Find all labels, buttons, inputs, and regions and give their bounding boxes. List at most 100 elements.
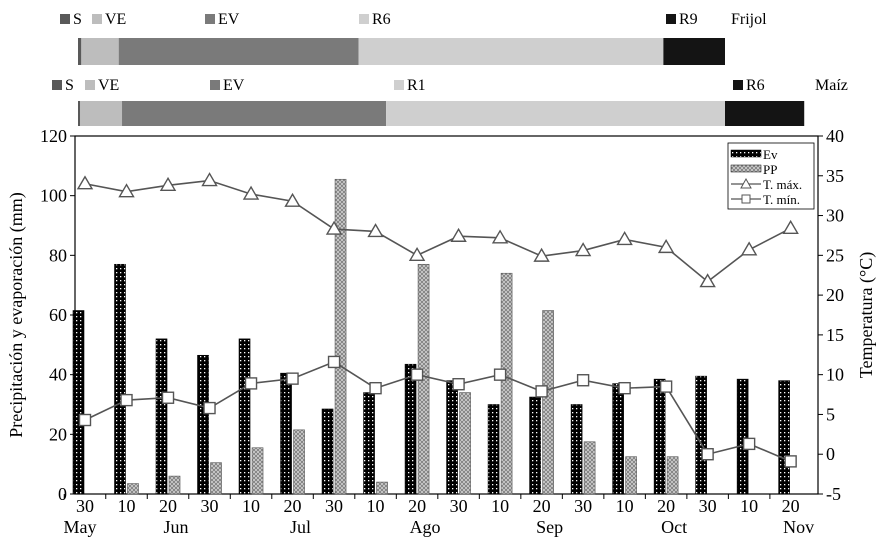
ev-bar (778, 380, 790, 495)
ev-bar (114, 263, 126, 495)
x-tick-label: 30 (450, 496, 468, 516)
tmax-line (84, 179, 792, 283)
bar-series (72, 178, 790, 495)
tmax-marker (76, 175, 94, 190)
ev-bar (321, 408, 334, 495)
tmin-marker (327, 355, 341, 369)
legend-label: T. mín. (763, 192, 800, 207)
tmin-marker (78, 413, 92, 427)
tmax-marker (699, 273, 716, 288)
tmin-marker (203, 401, 216, 415)
legend-marker (740, 177, 752, 189)
ev-bar (570, 404, 583, 495)
y2-tick-label: 20 (826, 285, 844, 305)
pp-bar (459, 392, 471, 495)
tmin-marker (452, 378, 465, 391)
x-tick-label: 10 (491, 496, 509, 516)
x-tick-label: 20 (533, 496, 551, 516)
stage-legend-swatch (394, 80, 404, 90)
x-tick-label: 30 (325, 496, 343, 516)
x-tick-label: 30 (574, 496, 592, 516)
legend-swatch (730, 164, 762, 173)
pp-bar (542, 310, 554, 495)
stage-label: EV (218, 11, 240, 28)
tmax-marker (242, 185, 260, 200)
month-label: Ago (410, 517, 441, 537)
x-tick-label: 30 (201, 496, 219, 516)
stage-segment-ve (80, 101, 123, 126)
legend-label: PP (763, 162, 777, 177)
y2-tick-label: 35 (826, 166, 844, 186)
x-tick-label: 20 (408, 496, 426, 516)
tmax-marker (408, 246, 426, 262)
tmin-marker (410, 368, 424, 381)
tmin-marker (576, 374, 590, 387)
stage-segment-r6 (358, 38, 664, 65)
tmin-line (84, 361, 791, 463)
tmax-marker (201, 172, 218, 187)
tmin-marker (161, 391, 175, 404)
tmax-marker (118, 183, 135, 198)
stage-legend-swatch (92, 14, 102, 24)
y2-tick-label: 40 (826, 126, 844, 146)
tmin-marker (784, 455, 797, 468)
stage-label: VE (98, 77, 119, 94)
legend-marker (741, 194, 751, 204)
pp-bar (210, 462, 222, 495)
month-label: Jul (290, 517, 311, 537)
y-tick-label: 0 (58, 484, 67, 504)
stage-segment-ev (122, 101, 387, 126)
tmin-marker (535, 385, 548, 398)
tmax-marker (616, 231, 633, 246)
x-tick-label: 10 (242, 496, 260, 516)
stage-label: R1 (407, 77, 426, 94)
legend-swatch (730, 149, 762, 158)
stage-legend-swatch (85, 80, 95, 90)
tmin-marker (659, 380, 673, 393)
stage-legend-swatch (666, 14, 676, 24)
y-tick-label: 20 (49, 424, 67, 444)
ev-bar (736, 378, 749, 495)
pp-bar (251, 447, 264, 495)
ev-bar (529, 396, 541, 495)
stage-segment-ev (118, 38, 359, 65)
stage-segment-r6 (725, 101, 805, 126)
tmin-marker (742, 437, 756, 451)
x-tick-label: 30 (76, 496, 94, 516)
y-tick-label: 80 (49, 245, 67, 265)
tmax-marker (159, 176, 177, 192)
ev-bar (155, 338, 168, 495)
ev-bar (72, 310, 85, 495)
ev-bar (363, 392, 375, 495)
y2-tick-label: -5 (826, 484, 841, 504)
tmax-marker (740, 241, 758, 256)
ev-bar (238, 338, 251, 495)
pp-bar (127, 483, 139, 495)
stage-segment-s (78, 101, 81, 126)
y2-tick-label: 15 (826, 325, 844, 345)
stage-legend-swatch (359, 14, 369, 24)
ev-bar (612, 383, 624, 495)
month-label: Nov (783, 517, 814, 537)
x-tick-label: 20 (284, 496, 302, 516)
pp-bar (168, 475, 181, 495)
tmin-marker (244, 377, 258, 390)
pp-bar (293, 429, 305, 495)
y-tick-label: 120 (40, 126, 67, 146)
pp-bar (500, 272, 513, 495)
tmin-marker (286, 372, 299, 385)
stage-label: EV (223, 77, 245, 94)
ev-bar (695, 375, 707, 495)
stage-label: R9 (679, 11, 698, 28)
stage-legend-swatch (733, 80, 743, 90)
pp-bar (376, 481, 388, 495)
stage-label: R6 (372, 11, 391, 28)
tmax-marker (325, 220, 343, 235)
x-tick-label: 10 (616, 496, 634, 516)
tmax-marker (284, 192, 301, 207)
x-tick-label: 30 (699, 496, 717, 516)
tmin-marker (369, 381, 382, 395)
x-tick-label: 10 (740, 496, 758, 516)
